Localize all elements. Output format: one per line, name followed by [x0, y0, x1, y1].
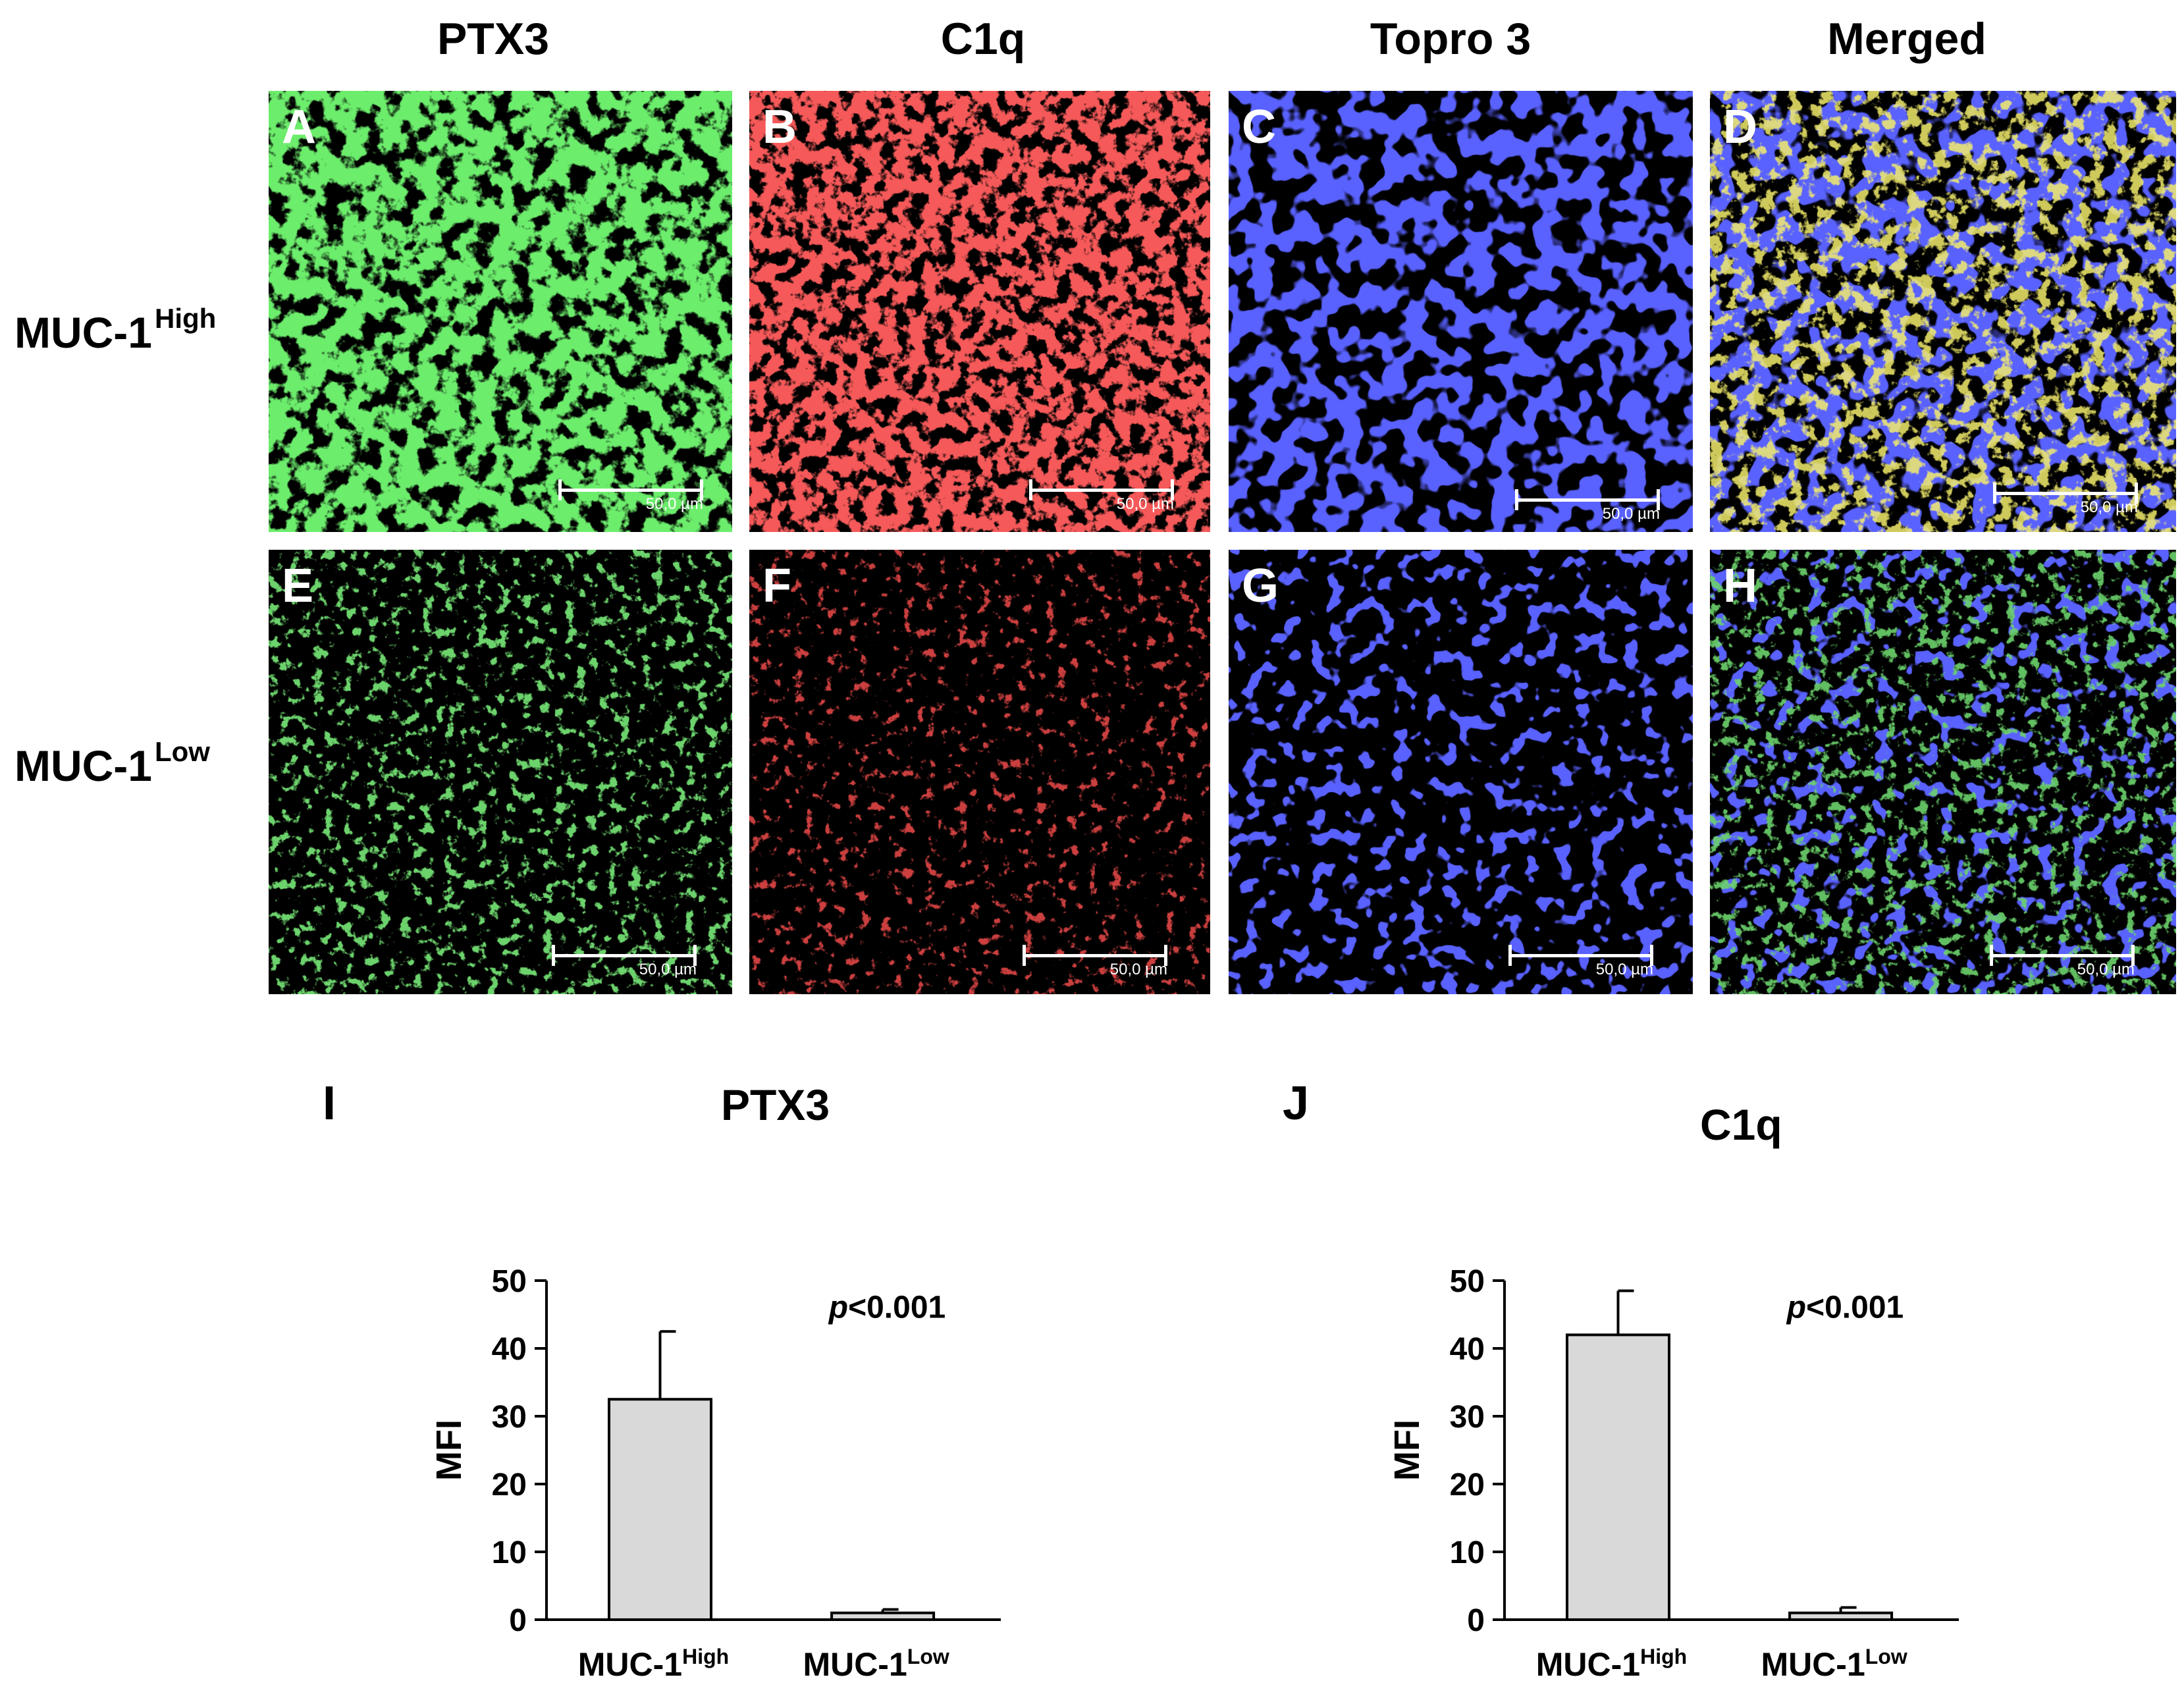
- row-label-muc1-low: MUC-1Low: [14, 736, 210, 790]
- column-title-merged: Merged: [1827, 14, 1986, 64]
- micrograph-merged-low: H 50,0 µm: [1710, 550, 2176, 994]
- bar: [830, 1611, 936, 1622]
- y-tick-label: 50: [1450, 1264, 1485, 1299]
- y-tick-label: 50: [492, 1264, 527, 1299]
- y-tick-label: 20: [492, 1468, 527, 1502]
- p-value-annotation: p<0.001: [828, 1290, 946, 1325]
- y-tick-label: 0: [509, 1603, 527, 1638]
- panel-letter-c: C: [1242, 101, 1276, 153]
- chart-title-c1q: C1q: [1700, 1100, 1782, 1149]
- p-value-annotation: p<0.001: [1786, 1290, 1904, 1325]
- micrograph-topro3-low: G 50,0 µm: [1229, 550, 1693, 994]
- panel-letter-a: A: [282, 101, 316, 153]
- panel-letter-h: H: [1723, 560, 1757, 612]
- micrograph-ptx3-low: E 50,0 µm: [269, 550, 732, 994]
- bar: [1566, 1333, 1670, 1621]
- panel-letter-j: J: [1283, 1077, 1310, 1130]
- y-axis-label: MFI: [429, 1420, 469, 1481]
- micrograph-c1q-low: F 50,0 µm: [749, 550, 1210, 994]
- x-tick-label: MUC-1Low: [803, 1645, 949, 1683]
- bar: [608, 1398, 712, 1621]
- micrograph-merged-high: D 50,0 µm: [1710, 91, 2176, 532]
- panel-letter-i: I: [323, 1077, 336, 1130]
- y-axis-label: MFI: [1387, 1420, 1427, 1481]
- row-label-muc1-high: MUC-1High: [14, 303, 217, 357]
- chart-title-ptx3: PTX3: [721, 1080, 830, 1129]
- x-tick-label: MUC-1High: [578, 1645, 729, 1683]
- column-title-topro3: Topro 3: [1370, 14, 1531, 64]
- y-tick-label: 20: [1450, 1468, 1485, 1502]
- panel-letter-d: D: [1723, 101, 1757, 153]
- panel-letter-e: E: [282, 560, 314, 612]
- micrograph-ptx3-high: A 50,0 µm: [269, 91, 732, 532]
- bar-chart-c1q: 0 10 20 30 40 50 MFI MUC-1High MUC-1Low p<0.001: [1387, 1264, 1959, 1683]
- x-tick-label: MUC-1High: [1536, 1645, 1687, 1683]
- y-tick-label: 30: [492, 1400, 527, 1435]
- y-tick-label: 30: [1450, 1400, 1485, 1435]
- panel-letter-g: G: [1242, 560, 1279, 612]
- y-tick-label: 10: [492, 1535, 527, 1570]
- micrograph-topro3-high: C 50,0 µm: [1229, 91, 1693, 532]
- micrograph-c1q-high: B 50,0 µm: [749, 91, 1210, 532]
- column-title-c1q: C1q: [940, 14, 1026, 64]
- x-tick-label: MUC-1Low: [1761, 1645, 1907, 1683]
- bar-chart-ptx3: 0 10 20 30 40 50 MFI MUC-1High MUC-1Low p<0.001: [429, 1264, 1001, 1683]
- panel-letter-b: B: [762, 101, 797, 153]
- y-tick-label: 40: [492, 1332, 527, 1367]
- column-title-ptx3: PTX3: [437, 14, 550, 64]
- y-tick-label: 10: [1450, 1535, 1485, 1570]
- y-tick-label: 40: [1450, 1332, 1485, 1367]
- panel-letter-f: F: [762, 560, 791, 612]
- bar: [1788, 1611, 1894, 1622]
- y-tick-label: 0: [1467, 1603, 1485, 1638]
